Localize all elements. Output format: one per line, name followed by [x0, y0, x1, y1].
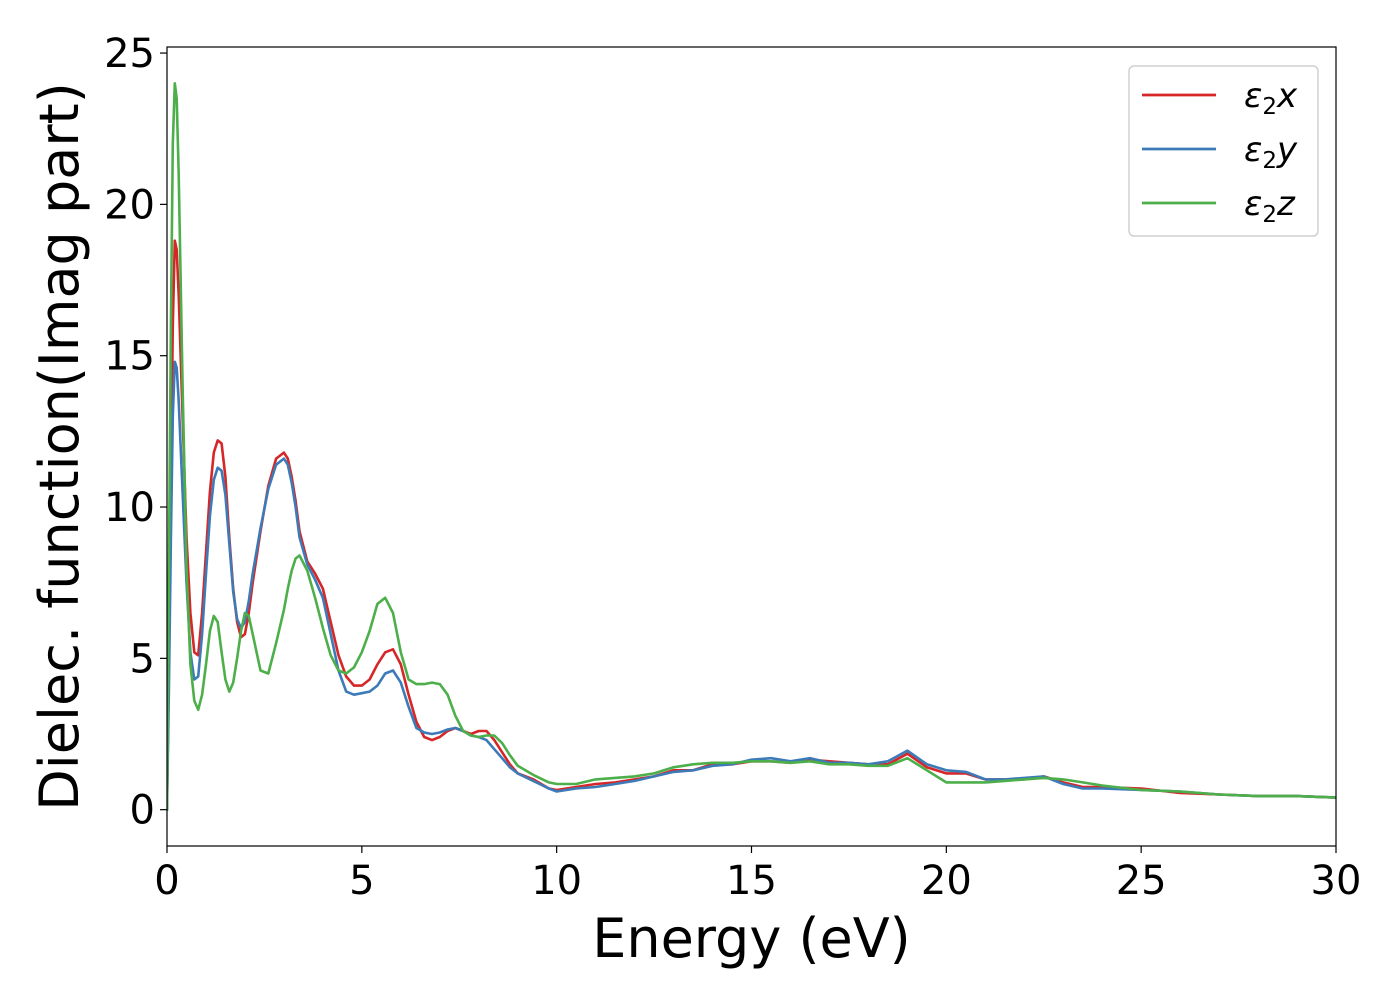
legend-label: ε2x — [1244, 76, 1298, 120]
series-line-z — [167, 82, 1336, 811]
x-tick-label: 15 — [726, 858, 777, 904]
x-tick-label: 10 — [531, 858, 582, 904]
x-tick-label: 5 — [349, 858, 374, 904]
axes: 0 5 10 15 20 25 30 0 5 10 15 20 25 — [104, 31, 1361, 904]
series-lines — [167, 82, 1336, 811]
y-tick-label: 0 — [130, 788, 155, 834]
series-line-y — [167, 360, 1336, 811]
y-tick-label: 5 — [130, 636, 155, 682]
legend-item-y: ε2y — [1142, 130, 1298, 174]
x-tick-label: 25 — [1116, 858, 1167, 904]
y-tick-label: 10 — [104, 485, 155, 531]
plot-area — [167, 82, 1336, 811]
legend-label: ε2y — [1244, 130, 1298, 174]
x-tick-label: 20 — [921, 858, 972, 904]
y-axis-label: Dielec. function(Imag part) — [28, 82, 91, 811]
y-tick-label: 20 — [104, 182, 155, 228]
legend-label: ε2z — [1244, 184, 1296, 228]
y-tick-label: 25 — [104, 31, 155, 77]
legend-item-z: ε2z — [1142, 184, 1296, 228]
x-tick-label: 30 — [1311, 858, 1362, 904]
x-axis-label: Energy (eV) — [592, 907, 911, 970]
series-line-x — [167, 239, 1336, 811]
y-tick-label: 15 — [104, 334, 155, 380]
legend: ε2x ε2y ε2z — [1128, 65, 1319, 237]
legend-box — [1128, 65, 1319, 237]
legend-item-x: ε2x — [1142, 76, 1298, 120]
x-tick-label: 0 — [154, 858, 179, 904]
